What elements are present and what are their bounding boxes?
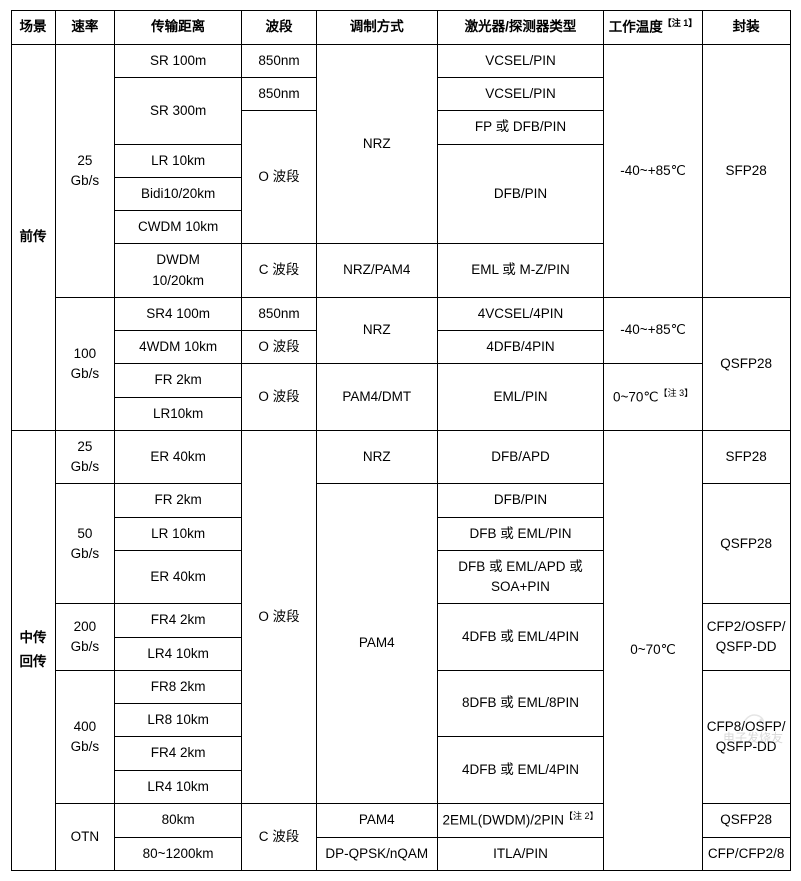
temp-cell: -40~+85℃ xyxy=(604,297,702,364)
dev-cell: FP 或 DFB/PIN xyxy=(437,111,604,144)
dev-cell: 4DFB 或 EML/4PIN xyxy=(437,604,604,671)
rate-100g: 100Gb/s xyxy=(55,297,115,430)
dist-cell: LR4 10km xyxy=(115,770,242,803)
rate-200g: 200Gb/s xyxy=(55,604,115,671)
dev-cell: DFB/APD xyxy=(437,430,604,484)
dist-cell: SR 300m xyxy=(115,78,242,145)
band-cell: O 波段 xyxy=(242,111,317,244)
band-cell: O 波段 xyxy=(242,364,317,431)
pkg-cell: SFP28 xyxy=(702,430,790,484)
dev-note: 【注 2】 xyxy=(564,811,599,821)
pkg-cell: CFP2/OSFP/QSFP-DD xyxy=(702,604,790,671)
dev-cell: EML 或 M-Z/PIN xyxy=(437,244,604,298)
dist-cell: FR4 2km xyxy=(115,737,242,770)
mod-cell: NRZ xyxy=(316,44,437,244)
temp-cell: -40~+85℃ xyxy=(604,44,702,297)
rate-25g-b: 25Gb/s xyxy=(55,430,115,484)
dev-cell: ITLA/PIN xyxy=(437,837,604,870)
scene-mid: 中传回传 xyxy=(11,430,55,870)
mod-cell: NRZ/PAM4 xyxy=(316,244,437,298)
table-row: 中传回传 25Gb/s ER 40km O 波段 NRZ DFB/APD 0~7… xyxy=(11,430,790,484)
pkg-cell: CFP/CFP2/8 xyxy=(702,837,790,870)
table-row: 前传 25Gb/s SR 100m 850nm NRZ VCSEL/PIN -4… xyxy=(11,44,790,77)
dev-cell: 2EML(DWDM)/2PIN【注 2】 xyxy=(437,803,604,837)
dist-cell: DWDM10/20km xyxy=(115,244,242,298)
mod-cell: PAM4 xyxy=(316,484,437,804)
mod-cell: NRZ xyxy=(316,297,437,364)
dist-cell: SR 100m xyxy=(115,44,242,77)
header-temp: 工作温度【注 1】 xyxy=(604,11,702,45)
scene-front: 前传 xyxy=(11,44,55,430)
header-rate: 速率 xyxy=(55,11,115,45)
pkg-cell: QSFP28 xyxy=(702,484,790,604)
dist-cell: FR 2km xyxy=(115,484,242,517)
pkg-cell: SFP28 xyxy=(702,44,790,297)
table-row: FR 2km O 波段 PAM4/DMT EML/PIN 0~70℃【注 3】 xyxy=(11,364,790,397)
header-scene: 场景 xyxy=(11,11,55,45)
band-cell: 850nm xyxy=(242,44,317,77)
band-cell: 850nm xyxy=(242,78,317,111)
dist-cell: FR4 2km xyxy=(115,604,242,637)
pkg-cell: CFP8/OSFP/QSFP-DD xyxy=(702,670,790,803)
header-device: 激光器/探测器类型 xyxy=(437,11,604,45)
dev-cell: VCSEL/PIN xyxy=(437,78,604,111)
header-package: 封装 xyxy=(702,11,790,45)
temp-cell: 0~70℃【注 3】 xyxy=(604,364,702,431)
dev-cell: 4DFB/4PIN xyxy=(437,331,604,364)
dev-cell: 8DFB 或 EML/8PIN xyxy=(437,670,604,737)
pkg-cell: QSFP28 xyxy=(702,297,790,430)
dist-cell: 80km xyxy=(115,803,242,837)
dist-cell: LR 10km xyxy=(115,517,242,550)
dist-cell: CWDM 10km xyxy=(115,211,242,244)
header-distance: 传输距离 xyxy=(115,11,242,45)
mod-cell: NRZ xyxy=(316,430,437,484)
header-temp-text: 工作温度 xyxy=(609,20,663,35)
mod-cell: DP-QPSK/nQAM xyxy=(316,837,437,870)
spec-table: 场景 速率 传输距离 波段 调制方式 激光器/探测器类型 工作温度【注 1】 封… xyxy=(11,10,791,871)
rate-25g: 25Gb/s xyxy=(55,44,115,297)
dist-cell: LR10km xyxy=(115,397,242,430)
dev-cell: VCSEL/PIN xyxy=(437,44,604,77)
temp-cell: 0~70℃ xyxy=(604,430,702,870)
rate-400g: 400Gb/s xyxy=(55,670,115,803)
dist-cell: ER 40km xyxy=(115,550,242,604)
dist-cell: 4WDM 10km xyxy=(115,331,242,364)
dev-cell: DFB 或 EML/APD 或SOA+PIN xyxy=(437,550,604,604)
header-band: 波段 xyxy=(242,11,317,45)
dist-cell: ER 40km xyxy=(115,430,242,484)
band-cell: C 波段 xyxy=(242,244,317,298)
temp-text: 0~70℃ xyxy=(613,389,659,404)
dist-cell: LR8 10km xyxy=(115,704,242,737)
dev-cell: DFB 或 EML/PIN xyxy=(437,517,604,550)
dist-cell: LR 10km xyxy=(115,144,242,177)
dev-text: 2EML(DWDM)/2PIN xyxy=(442,812,564,827)
dev-cell: 4VCSEL/4PIN xyxy=(437,297,604,330)
dist-cell: 80~1200km xyxy=(115,837,242,870)
band-cell: C 波段 xyxy=(242,803,317,870)
rate-otn: OTN xyxy=(55,803,115,870)
band-cell: 850nm xyxy=(242,297,317,330)
dist-cell: SR4 100m xyxy=(115,297,242,330)
header-row: 场景 速率 传输距离 波段 调制方式 激光器/探测器类型 工作温度【注 1】 封… xyxy=(11,11,790,45)
pkg-cell: QSFP28 xyxy=(702,803,790,837)
dist-cell: Bidi10/20km xyxy=(115,177,242,210)
dist-cell: FR8 2km xyxy=(115,670,242,703)
band-cell: O 波段 xyxy=(242,331,317,364)
dev-cell: DFB/PIN xyxy=(437,484,604,517)
header-modulation: 调制方式 xyxy=(316,11,437,45)
band-cell: O 波段 xyxy=(242,430,317,803)
dev-cell: 4DFB 或 EML/4PIN xyxy=(437,737,604,804)
temp-note: 【注 3】 xyxy=(659,388,694,398)
dev-cell: DFB/PIN xyxy=(437,144,604,244)
dev-cell: EML/PIN xyxy=(437,364,604,431)
table-row: 100Gb/s SR4 100m 850nm NRZ 4VCSEL/4PIN -… xyxy=(11,297,790,330)
mod-cell: PAM4 xyxy=(316,803,437,837)
mod-cell: PAM4/DMT xyxy=(316,364,437,431)
header-temp-note: 【注 1】 xyxy=(663,18,698,28)
dist-cell: LR4 10km xyxy=(115,637,242,670)
rate-50g: 50Gb/s xyxy=(55,484,115,604)
dist-cell: FR 2km xyxy=(115,364,242,397)
